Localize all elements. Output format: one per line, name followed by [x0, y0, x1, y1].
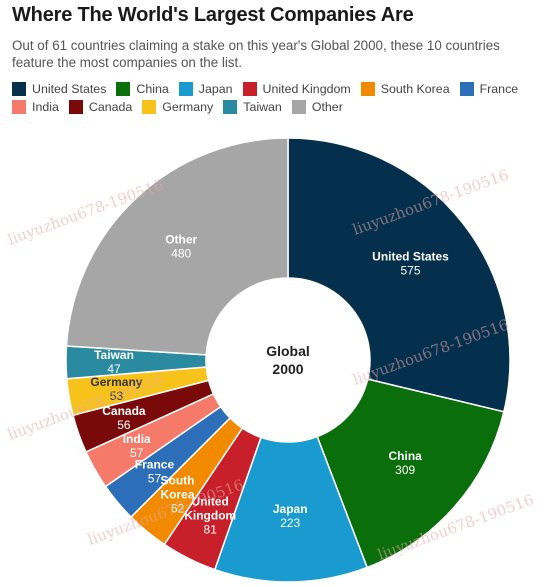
- slice-label: United Kingdom 81: [184, 495, 236, 537]
- legend-swatch: [68, 100, 83, 114]
- slice-label: Japan 223: [273, 502, 308, 530]
- slice-label: China 309: [389, 449, 423, 477]
- legend-item[interactable]: United States: [12, 82, 106, 96]
- chart-title: Where The World's Largest Companies Are: [12, 4, 414, 26]
- center-label: Global 2000: [266, 343, 310, 377]
- legend-item[interactable]: Other: [291, 100, 343, 114]
- slice-labels-layer: United States 575 China 309 Japan 223 United Ki…: [90, 232, 449, 536]
- pie-slice[interactable]: [287, 137, 511, 413]
- legend-swatch: [223, 100, 238, 114]
- legend-item[interactable]: Taiwan: [223, 100, 282, 114]
- legend-label: United Kingdom: [262, 82, 351, 96]
- legend-label: India: [32, 100, 59, 114]
- pie-slice[interactable]: [316, 378, 505, 569]
- legend-swatch: [116, 82, 131, 96]
- legend-label: Japan: [198, 82, 233, 96]
- legend-swatch: [178, 82, 193, 96]
- chart-legend: United States China Japan United Kingdom Sou…: [12, 80, 552, 116]
- legend-item[interactable]: China: [116, 82, 169, 96]
- legend-label: Canada: [88, 100, 133, 114]
- legend-label: Other: [311, 100, 343, 114]
- legend-swatch: [360, 82, 375, 96]
- legend-item[interactable]: Germany: [142, 100, 213, 114]
- slice-label: Germany 53: [90, 375, 142, 403]
- legend-item[interactable]: Japan: [178, 82, 233, 96]
- slice-label: Other 480: [165, 232, 197, 260]
- slice-label: India 57: [123, 432, 151, 460]
- legend-item[interactable]: South Korea: [360, 82, 450, 96]
- legend-swatch: [12, 100, 26, 114]
- slice-label: France 57: [135, 458, 175, 486]
- slice-label: South Korea 62: [161, 473, 195, 515]
- legend-item[interactable]: India: [12, 100, 59, 114]
- legend-item[interactable]: France: [459, 82, 519, 96]
- legend-label: Taiwan: [243, 100, 282, 114]
- legend-label: United States: [32, 82, 107, 96]
- legend-swatch: [12, 82, 26, 96]
- slice-label: United States 575: [372, 249, 449, 277]
- slice-label: Canada 56: [102, 404, 146, 432]
- chart-subtitle: Out of 61 countries claiming a stake on …: [12, 38, 500, 70]
- legend-label: China: [136, 82, 169, 96]
- pie-slice[interactable]: [213, 435, 369, 583]
- legend-swatch: [459, 82, 474, 96]
- legend-swatch: [291, 100, 306, 114]
- legend-row: United States China Japan United Kingdom Sou…: [12, 80, 552, 98]
- legend-label: Germany: [162, 100, 214, 114]
- legend-row: India Canada Germany Taiwan Other: [12, 98, 552, 116]
- slices-layer: [65, 137, 511, 583]
- legend-swatch: [142, 100, 157, 114]
- center-label-group: Global 2000: [266, 343, 310, 377]
- legend-item[interactable]: Canada: [68, 100, 133, 114]
- legend-label: South Korea: [380, 82, 450, 96]
- legend-item[interactable]: United Kingdom: [242, 82, 351, 96]
- slice-label: Taiwan 47: [94, 348, 134, 376]
- pie-slice[interactable]: [65, 137, 289, 356]
- legend-label: France: [479, 82, 519, 96]
- legend-swatch: [242, 82, 257, 96]
